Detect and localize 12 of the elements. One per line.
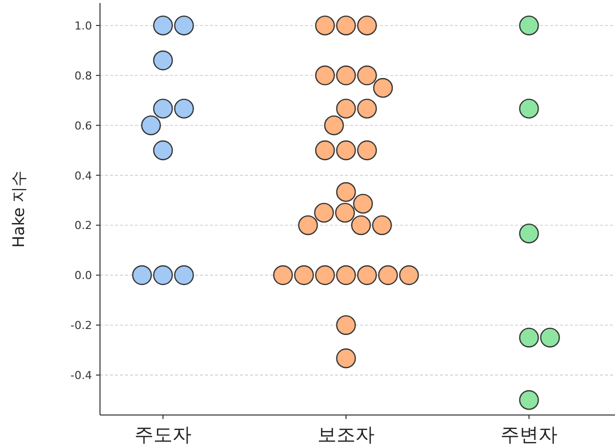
y-tick-label: 0.2 [74, 219, 92, 232]
y-tick-label: 0.6 [74, 119, 92, 132]
y-tick-label: 0.8 [74, 69, 92, 82]
y-tick-label: 0.0 [74, 269, 92, 282]
x-tick-label: 주변자 [500, 424, 558, 446]
y-tick-label: -0.2 [70, 319, 92, 332]
y-axis-title: Hake 지수 [9, 170, 28, 248]
x-tick-label: 보조자 [318, 424, 374, 446]
x-tick-label: 주도자 [134, 424, 192, 446]
y-tick-label: 0.4 [74, 169, 92, 182]
y-tick-label: 1.0 [74, 19, 92, 32]
y-tick-label: -0.4 [70, 369, 92, 382]
